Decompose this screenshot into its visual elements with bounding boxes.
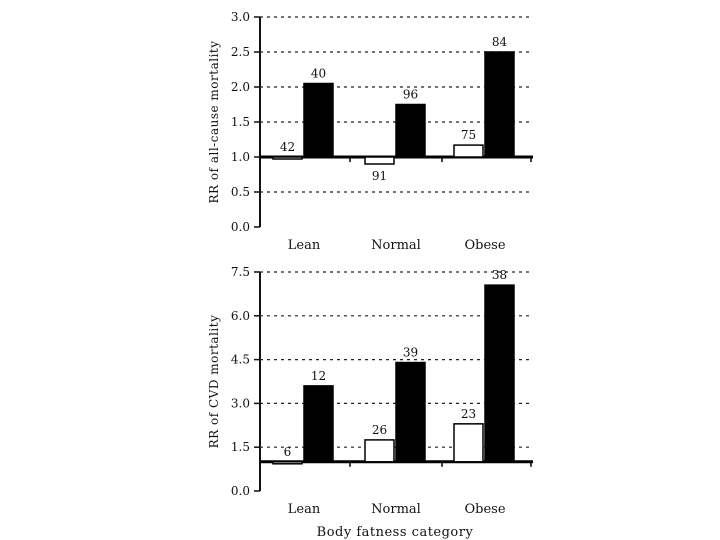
- y-tick-label: 3.0: [231, 10, 250, 24]
- y-tick-label: 1.0: [231, 150, 250, 164]
- bar-open-normal: [364, 439, 395, 463]
- bar-solid-lean: [303, 82, 334, 158]
- category-label-lean: Lean: [288, 502, 321, 517]
- bar-solid-normal: [395, 103, 426, 158]
- y-tick-label: 0.0: [231, 484, 250, 498]
- bar-solid-obese: [484, 51, 515, 158]
- data-label: 75: [461, 128, 476, 142]
- data-label: 96: [403, 88, 418, 102]
- data-label: 40: [311, 67, 326, 81]
- data-label: 12: [311, 369, 326, 383]
- data-label: 38: [492, 268, 507, 282]
- bar-solid-normal: [395, 361, 426, 463]
- y-tick-label: 0.0: [231, 220, 250, 234]
- y-tick-label: 0.5: [231, 185, 250, 199]
- y-axis-title: RR of CVD mortality: [207, 315, 221, 449]
- data-label: 39: [403, 346, 418, 360]
- y-axis-title: RR of all-cause mortality: [207, 40, 221, 203]
- category-label-obese: Obese: [464, 502, 505, 517]
- category-label-obese: Obese: [464, 238, 505, 253]
- category-label-normal: Normal: [371, 502, 421, 517]
- bar-open-normal: [364, 156, 395, 165]
- y-tick-label: 2.0: [231, 80, 250, 94]
- category-label-normal: Normal: [371, 238, 421, 253]
- y-tick-label: 4.5: [231, 353, 250, 367]
- bar-solid-obese: [484, 284, 515, 463]
- data-label: 84: [492, 35, 508, 49]
- y-tick-label: 1.5: [231, 440, 250, 454]
- x-axis-title: Body fatness category: [317, 525, 474, 540]
- y-tick-label: 2.5: [231, 45, 250, 59]
- bar-open-obese: [453, 423, 484, 463]
- bar-open-lean: [272, 156, 303, 160]
- bar-open-obese: [453, 144, 484, 158]
- chart-all-cause-mortality: 0.0 0.5 1.0 1.5 2.0 2.5 3.0 42 40 Lean 91 96 Normal 7…: [207, 10, 533, 253]
- data-label: 23: [461, 407, 476, 421]
- bar-solid-lean: [303, 385, 334, 463]
- data-label: 91: [372, 169, 387, 183]
- y-tick-label: 7.5: [231, 265, 250, 279]
- bar-open-lean: [272, 461, 303, 465]
- y-tick-label: 1.5: [231, 115, 250, 129]
- category-label-lean: Lean: [288, 238, 321, 253]
- data-label: 42: [280, 140, 295, 154]
- y-tick-label: 6.0: [231, 309, 250, 323]
- y-tick-label: 3.0: [231, 396, 250, 410]
- data-label: 26: [372, 423, 387, 437]
- data-label: 6: [284, 445, 292, 459]
- chart-cvd-mortality: 0.0 1.5 3.0 4.5 6.0 7.5 6 12 Lean 26 39 Normal 23 38 O…: [207, 265, 533, 540]
